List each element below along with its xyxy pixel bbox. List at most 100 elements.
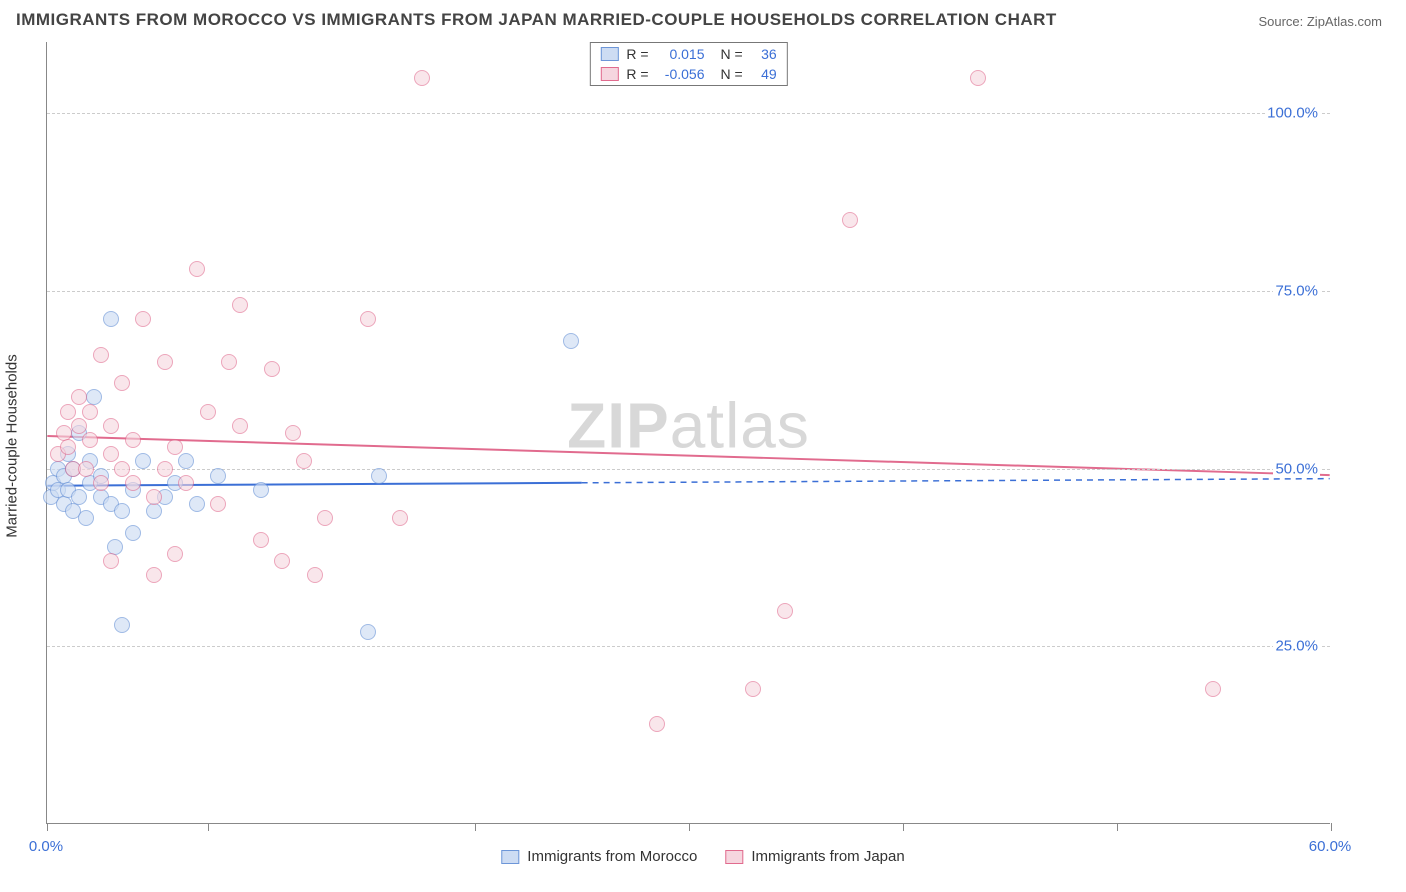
legend-swatch [600,67,618,81]
legend-series-label: Immigrants from Morocco [527,848,697,865]
n-value: 36 [751,46,777,62]
legend-stat-row: R = 0.015 N = 36 [590,44,786,64]
legend-swatch [600,47,618,61]
x-tick [475,823,476,831]
scatter-point [146,503,162,519]
r-value: 0.015 [657,46,705,62]
scatter-point [210,468,226,484]
scatter-point [296,453,312,469]
scatter-point [103,553,119,569]
legend-series: Immigrants from Morocco Immigrants from J… [501,848,904,865]
scatter-point [360,624,376,640]
scatter-point [1205,681,1221,697]
scatter-point [178,475,194,491]
r-label: R = [626,46,648,62]
scatter-point [745,681,761,697]
scatter-point [178,453,194,469]
scatter-point [103,418,119,434]
legend-swatch [725,850,743,864]
source-label: Source: ZipAtlas.com [1258,14,1382,29]
x-tick [903,823,904,831]
scatter-point [221,354,237,370]
scatter-point [253,532,269,548]
scatter-point [60,404,76,420]
chart-title: IMMIGRANTS FROM MOROCCO VS IMMIGRANTS FR… [16,10,1057,30]
scatter-point [157,354,173,370]
plot-area: ZIPatlas R = 0.015 N = 36 R = -0.056 N = 49 25.… [46,42,1330,824]
scatter-point [360,311,376,327]
scatter-point [114,375,130,391]
scatter-point [167,546,183,562]
scatter-point [78,510,94,526]
y-tick-label: 50.0% [1273,460,1320,477]
scatter-point [93,347,109,363]
scatter-point [93,475,109,491]
scatter-point [146,489,162,505]
n-label: N = [721,46,743,62]
legend-stat-row: R = -0.056 N = 49 [590,64,786,84]
r-label: R = [626,66,648,82]
scatter-point [71,389,87,405]
scatter-point [317,510,333,526]
scatter-point [189,261,205,277]
y-axis-label: Married-couple Households [4,354,21,537]
scatter-point [60,439,76,455]
r-value: -0.056 [657,66,705,82]
legend-series-label: Immigrants from Japan [751,848,904,865]
scatter-point [274,553,290,569]
scatter-point [71,489,87,505]
legend-swatch [501,850,519,864]
watermark-light: atlas [670,389,810,461]
scatter-point [232,297,248,313]
gridline [47,291,1330,292]
scatter-point [649,716,665,732]
scatter-point [253,482,269,498]
n-label: N = [721,66,743,82]
y-tick-label: 75.0% [1273,282,1320,299]
scatter-point [392,510,408,526]
scatter-point [103,311,119,327]
scatter-point [414,70,430,86]
scatter-point [103,446,119,462]
scatter-point [210,496,226,512]
scatter-point [71,418,87,434]
scatter-point [114,503,130,519]
y-tick-label: 25.0% [1273,638,1320,655]
scatter-point [189,496,205,512]
watermark: ZIPatlas [567,388,810,462]
gridline [47,113,1330,114]
scatter-point [78,461,94,477]
watermark-bold: ZIP [567,389,670,461]
gridline [47,469,1330,470]
scatter-point [114,461,130,477]
legend-series-item: Immigrants from Japan [725,848,904,865]
y-tick-label: 100.0% [1265,105,1320,122]
scatter-point [135,453,151,469]
legend-stats: R = 0.015 N = 36 R = -0.056 N = 49 [589,42,787,86]
scatter-point [563,333,579,349]
scatter-point [232,418,248,434]
scatter-point [307,567,323,583]
scatter-point [146,567,162,583]
scatter-point [135,311,151,327]
x-tick [1117,823,1118,831]
x-tick-label: 60.0% [1309,838,1352,855]
legend-series-item: Immigrants from Morocco [501,848,697,865]
scatter-point [842,212,858,228]
n-value: 49 [751,66,777,82]
scatter-point [82,432,98,448]
x-tick [47,823,48,831]
scatter-point [970,70,986,86]
scatter-point [285,425,301,441]
scatter-point [125,432,141,448]
scatter-point [125,525,141,541]
x-tick [1331,823,1332,831]
scatter-point [125,475,141,491]
scatter-point [157,461,173,477]
scatter-point [777,603,793,619]
x-tick [208,823,209,831]
scatter-point [82,404,98,420]
scatter-point [371,468,387,484]
scatter-point [264,361,280,377]
scatter-point [114,617,130,633]
